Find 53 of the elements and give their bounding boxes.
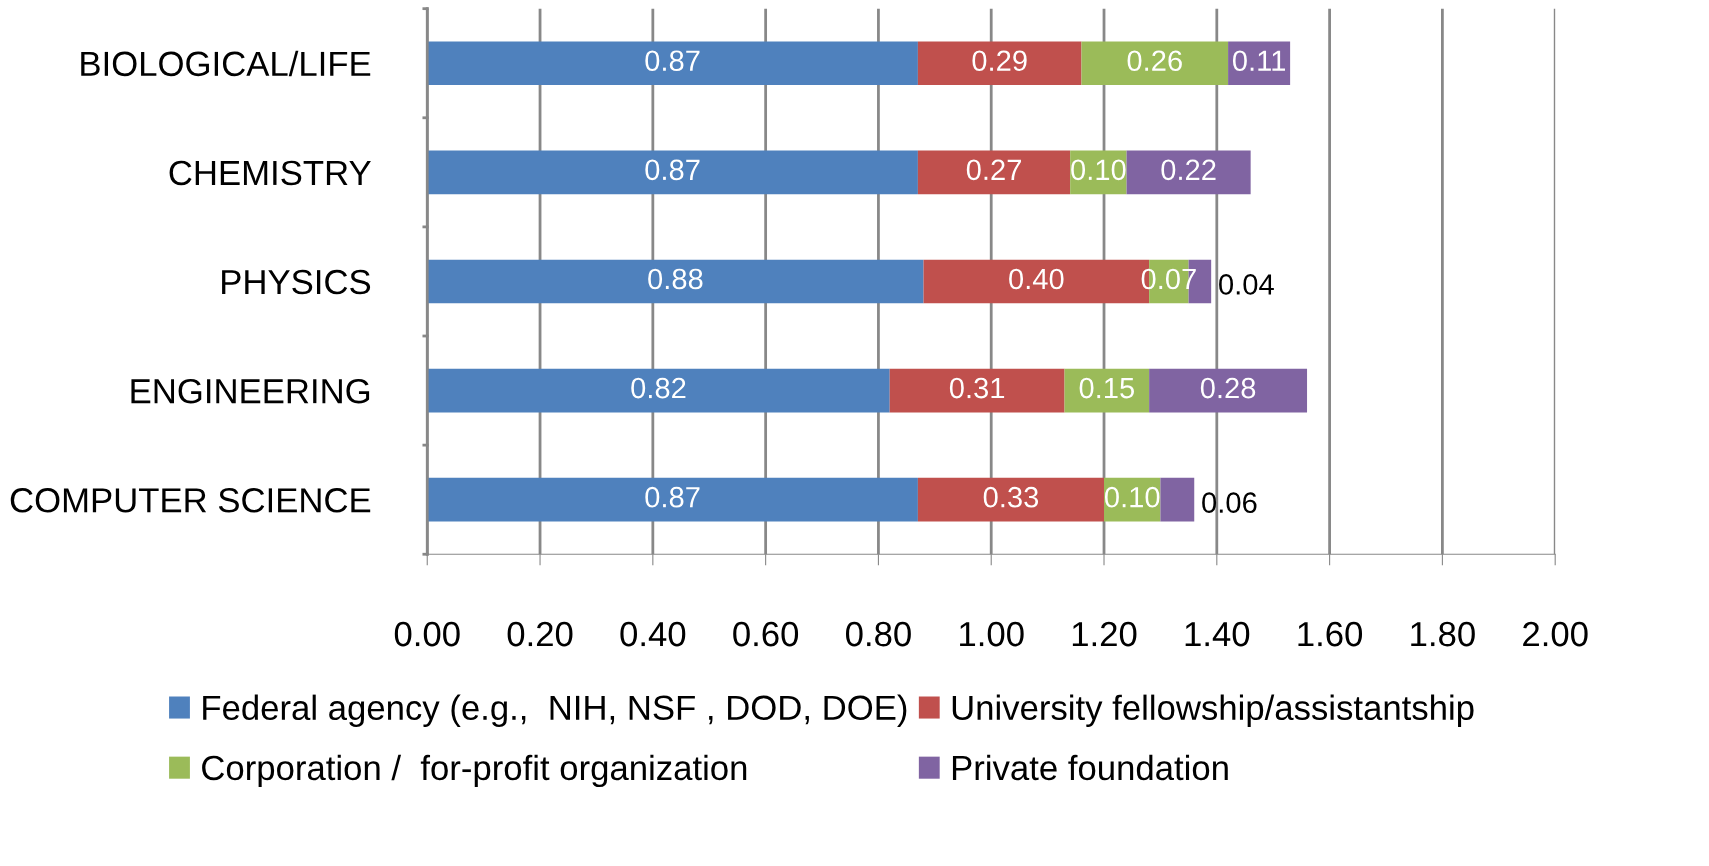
x-tick-label: 0.80 xyxy=(846,621,911,647)
data-label: 0.22 xyxy=(1161,159,1216,181)
data-label: 0.88 xyxy=(648,268,703,290)
x-tick-label: 0.20 xyxy=(507,621,573,647)
x-tick-label: 2.00 xyxy=(1523,621,1588,647)
data-label: 0.15 xyxy=(1079,377,1134,399)
data-label: 0.31 xyxy=(949,377,1005,399)
x-tick-label: 1.60 xyxy=(1298,621,1363,647)
bar xyxy=(1126,150,1251,195)
bar xyxy=(427,41,918,86)
bar xyxy=(1149,368,1308,413)
data-label: 0.28 xyxy=(1200,377,1256,399)
y-tick-label: ENGINEERING xyxy=(131,378,370,404)
bar xyxy=(427,150,918,195)
legend-label: Corporation / for-profit organization xyxy=(202,754,747,788)
bar xyxy=(427,259,924,304)
data-label: 0.04 xyxy=(1219,274,1274,295)
y-tick-label: CHEMISTRY xyxy=(169,160,371,186)
bar xyxy=(917,477,1105,522)
data-label: 0.87 xyxy=(645,159,700,181)
legend-label: University fellowship/assistantship xyxy=(952,694,1474,727)
x-tick-label: 1.20 xyxy=(1072,621,1137,647)
legend-label: Federal agency (e.g., NIH, NSF , DOD, DOE) xyxy=(203,694,907,727)
bar xyxy=(889,368,1065,413)
y-tick-label: BIOLOGICAL/LIFE xyxy=(81,50,371,77)
data-label: 0.10 xyxy=(1104,486,1160,508)
bar xyxy=(1081,41,1229,86)
data-label: 0.82 xyxy=(631,377,686,399)
data-label: 0.29 xyxy=(972,50,1027,72)
x-tick-label: 0.40 xyxy=(620,621,686,647)
bar xyxy=(1160,477,1195,522)
y-tick-label: COMPUTER SCIENCE xyxy=(10,488,371,513)
bar xyxy=(917,41,1082,86)
bar xyxy=(427,477,918,522)
bar xyxy=(427,368,890,413)
bar xyxy=(1228,41,1291,86)
data-label: 0.87 xyxy=(645,486,700,508)
x-tick-label: 1.40 xyxy=(1185,621,1250,647)
x-tick-label: 1.80 xyxy=(1411,621,1475,647)
data-label: 0.27 xyxy=(966,159,1021,181)
data-label: 0.26 xyxy=(1127,50,1182,72)
data-label: 0.10 xyxy=(1071,159,1126,181)
data-label: 0.33 xyxy=(983,486,1039,508)
data-label: 0.40 xyxy=(1009,268,1064,290)
x-tick-label: 0.00 xyxy=(394,621,460,647)
bar xyxy=(917,150,1071,195)
data-label: 0.11 xyxy=(1232,50,1285,72)
x-tick-label: 0.60 xyxy=(733,621,799,647)
x-tick-label: 1.00 xyxy=(960,621,1024,647)
legend-label: Private foundation xyxy=(952,754,1228,781)
data-label: 0.87 xyxy=(645,50,700,72)
y-tick-label: PHYSICS xyxy=(222,269,371,295)
data-label: 0.06 xyxy=(1202,492,1257,513)
